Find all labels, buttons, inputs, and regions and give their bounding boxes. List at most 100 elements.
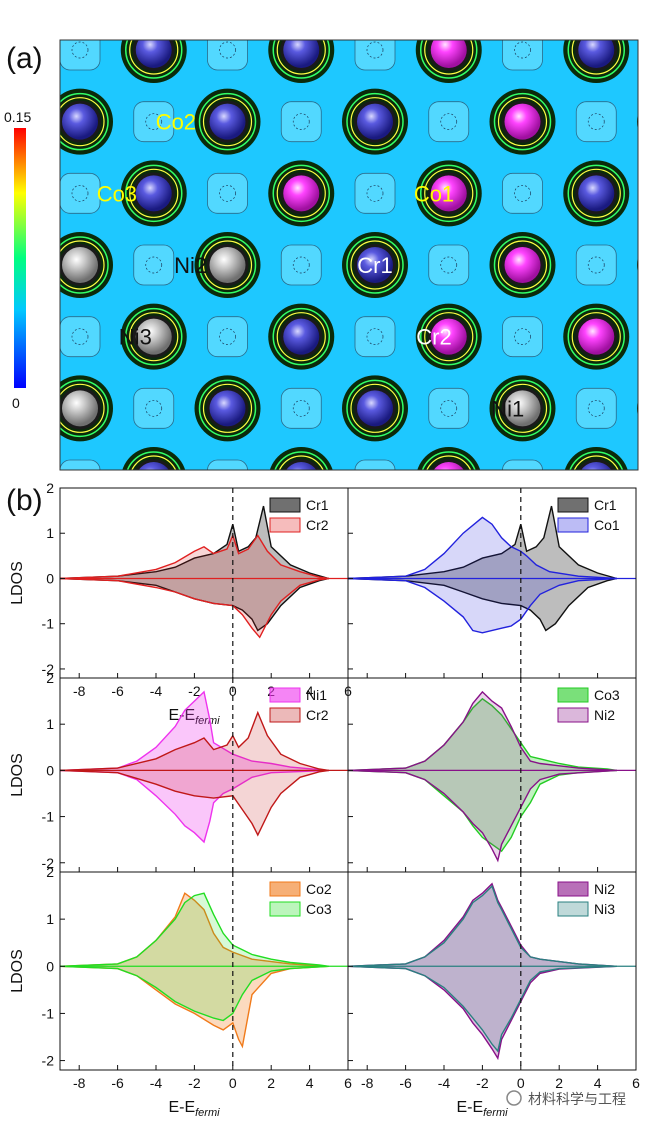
- legend-label-co2: Co2: [306, 881, 332, 897]
- contour-ring: [346, 379, 404, 438]
- interstitial-cell: [428, 244, 470, 286]
- contour-ring: [642, 237, 661, 293]
- atom-co: [283, 40, 320, 68]
- contour-ring: [198, 379, 257, 438]
- interstitial-cell: [207, 316, 248, 358]
- y-tick-label: 1: [46, 525, 54, 541]
- atom-halo: [637, 400, 638, 417]
- contour-ring: [567, 164, 625, 223]
- watermark-text: 材料科学与工程: [528, 1091, 626, 1107]
- legend-swatch-ni2: [557, 707, 589, 723]
- x-tick-label: 4: [306, 683, 314, 699]
- ldos-fill-cr2-up: [60, 712, 329, 771]
- ldos-fill-cr2-down: [60, 578, 329, 638]
- ldos-fill-cr1-down: [60, 578, 329, 631]
- interstitial-cell: [207, 459, 248, 470]
- contour-ring: [202, 383, 253, 433]
- contour-ring: [125, 164, 183, 223]
- y-axis-label: LDOS: [9, 561, 26, 605]
- contour-ring: [567, 40, 625, 79]
- ldos-fill-ni3-down: [348, 966, 617, 1052]
- atom-ni: [62, 390, 98, 427]
- contour-line: [292, 113, 310, 131]
- x-tick-label: 6: [344, 1075, 352, 1091]
- legend-swatch-cr2: [269, 517, 301, 533]
- ldos-line-cr1-down: [59, 577, 329, 632]
- interstitial-cell: [207, 172, 248, 214]
- contour-line: [292, 399, 310, 417]
- ldos-fill-cr1-up: [60, 506, 329, 579]
- atom-co: [283, 318, 320, 355]
- interstitial-cell: [575, 244, 617, 286]
- legend-label-ni3: Ni3: [594, 901, 615, 917]
- y-axis-label: LDOS: [9, 949, 26, 993]
- ldos-fill-co3-down: [60, 966, 329, 1021]
- contour-ring: [60, 240, 105, 290]
- colorbar-min-label: 0: [12, 395, 20, 411]
- atom-cr: [283, 175, 320, 212]
- ldos-line-ni3-down: [347, 965, 617, 1053]
- contour-line: [587, 256, 605, 274]
- ldos-fill-cr2-up: [60, 535, 329, 579]
- interstitial-cell: [650, 173, 661, 213]
- y-tick-label: 1: [46, 911, 54, 927]
- contour-ring: [493, 92, 552, 151]
- atom-label-cr2: Cr2: [416, 325, 451, 350]
- legend-label-co3: Co3: [306, 901, 332, 917]
- watermark: 材料科学与工程: [506, 1090, 626, 1107]
- contour-line: [366, 184, 384, 202]
- interstitial-cell: [502, 172, 543, 214]
- atom-ni: [652, 390, 661, 426]
- interstitial-cell: [133, 244, 175, 286]
- contour-line: [367, 472, 383, 488]
- legend-swatch-co3: [557, 687, 589, 703]
- contour-line: [71, 184, 89, 202]
- atom-halo: [269, 447, 333, 470]
- x-tick-label: 2: [267, 1075, 275, 1091]
- atom-core-shadow: [649, 101, 661, 143]
- atom-halo: [637, 256, 638, 274]
- contour-ring: [424, 312, 474, 362]
- atom-cr: [430, 318, 467, 355]
- contour-ring: [272, 40, 330, 79]
- contour-ring: [646, 241, 661, 289]
- contour-line: [145, 399, 163, 417]
- legend-label-ni1: Ni1: [306, 687, 327, 703]
- x-tick-label: -2: [476, 1075, 489, 1091]
- atom-label-co3: Co3: [97, 181, 137, 206]
- contour-ring: [274, 451, 329, 470]
- contour-ring: [125, 307, 183, 366]
- contour-ring: [60, 379, 109, 438]
- atom-ni: [504, 390, 541, 427]
- interstitial-cell: [354, 172, 396, 214]
- ldos-fill-ni2-up: [348, 883, 617, 967]
- interstitial-cell: [60, 316, 101, 358]
- contour-ring: [198, 92, 257, 151]
- x-tick-label: 2: [555, 1075, 563, 1091]
- contour-line: [440, 113, 458, 131]
- contour-ring: [278, 455, 324, 470]
- legend-label-ni2: Ni2: [594, 707, 615, 723]
- x-tick-label: 6: [632, 1075, 640, 1091]
- contour-ring: [60, 383, 105, 433]
- atom-co: [135, 40, 172, 68]
- contour-ring: [567, 307, 625, 366]
- ldos-line-co3-up: [59, 892, 329, 967]
- interstitial-cell: [280, 244, 322, 286]
- ldos-fill-co3-up: [60, 893, 329, 967]
- x-axis-label: E-Efermi: [168, 1099, 220, 1119]
- contour-ring: [60, 236, 109, 294]
- interstitial-cell: [575, 101, 617, 143]
- contour-ring: [646, 98, 661, 146]
- legend-label-cr2: Cr2: [306, 707, 329, 723]
- contour-ring: [571, 40, 621, 75]
- contour-line: [515, 472, 531, 488]
- interstitial-cell: [60, 459, 101, 470]
- contour-ring: [202, 240, 253, 290]
- contour-ring: [346, 92, 404, 151]
- legend-label-co1: Co1: [594, 517, 620, 533]
